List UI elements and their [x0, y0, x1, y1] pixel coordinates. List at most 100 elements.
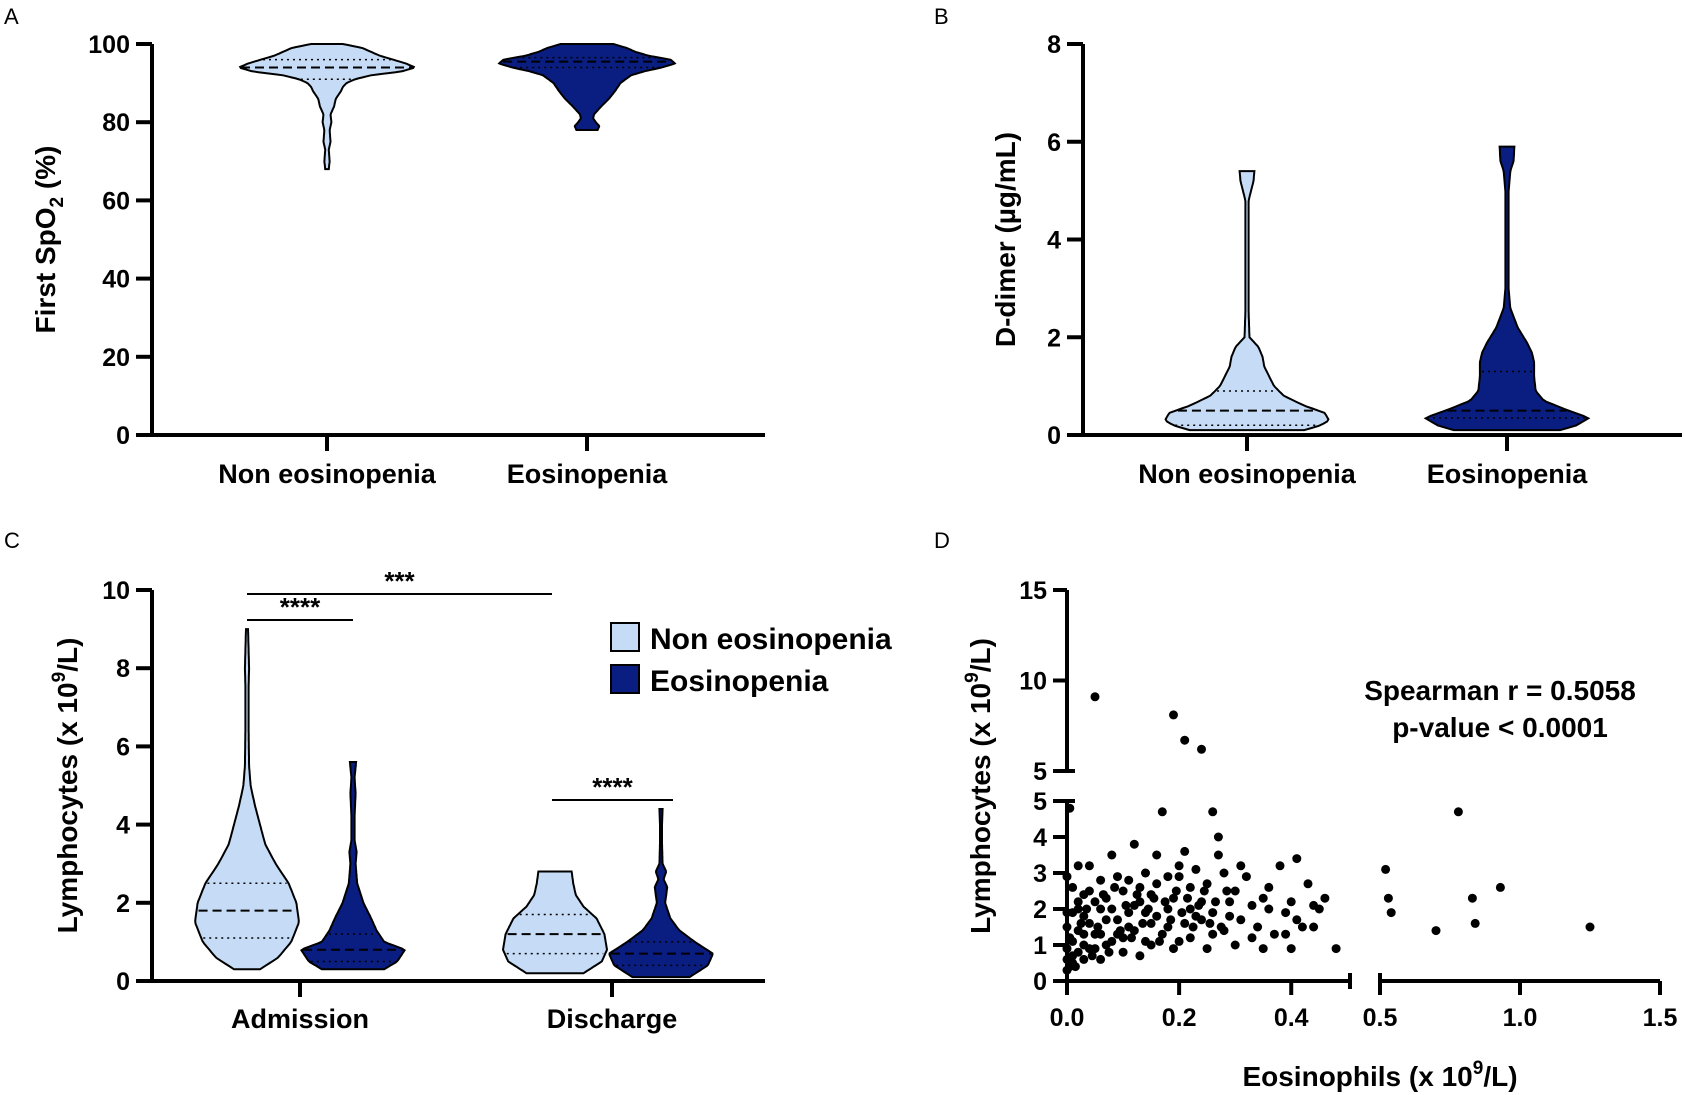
- significance-label: ****: [280, 592, 321, 622]
- scatter-point: [1213, 850, 1223, 860]
- scatter-point: [1258, 944, 1268, 954]
- scatter-point: [1166, 915, 1176, 925]
- y-tick-label: 4: [116, 812, 130, 840]
- scatter-point: [1062, 944, 1072, 954]
- scatter-point: [1093, 922, 1103, 932]
- legend-swatch: [610, 664, 640, 694]
- scatter-point: [1107, 904, 1117, 914]
- scatter-point: [1068, 908, 1078, 918]
- violin-non-eosinopenia: [1164, 170, 1330, 432]
- y-tick-label: 3: [1033, 860, 1047, 888]
- x-category-label: Admission: [231, 1004, 369, 1034]
- scatter-point: [1169, 710, 1178, 720]
- scatter-point: [1084, 944, 1094, 954]
- scatter-point: [1084, 861, 1094, 871]
- y-tick-label: 6: [1047, 129, 1061, 157]
- scatter-point: [1121, 900, 1131, 910]
- scatter-point: [1286, 944, 1296, 954]
- scatter-point: [1264, 904, 1274, 914]
- scatter-point: [1113, 915, 1122, 925]
- scatter-point: [1174, 936, 1184, 946]
- scatter-point: [1292, 854, 1302, 864]
- scatter-point: [1199, 886, 1209, 896]
- scatter-point: [1216, 922, 1226, 932]
- scatter-point: [1247, 900, 1257, 910]
- scatter-point: [1386, 908, 1396, 918]
- scatter-point: [1090, 897, 1100, 907]
- p-value: p-value < 0.0001: [1392, 712, 1608, 743]
- x-tick-label: 1.5: [1643, 1004, 1678, 1032]
- scatter-point: [1129, 839, 1139, 849]
- y-tick-label: 80: [102, 109, 130, 137]
- scatter-point: [1169, 944, 1178, 954]
- scatter-point: [1247, 933, 1257, 943]
- scatter-point: [1453, 807, 1463, 817]
- scatter-point: [1208, 807, 1218, 817]
- scatter-point: [1208, 908, 1218, 918]
- scatter-point: [1129, 926, 1139, 936]
- x-category-label: Eosinopenia: [507, 459, 669, 489]
- x-category-label: Non eosinopenia: [218, 459, 437, 489]
- scatter-point: [1236, 915, 1246, 925]
- panel-c-chart: 0 2 4 6 8 10 Lymphocytes (x 109/L) Admission Dis…: [49, 566, 892, 1034]
- y-tick-label: 6: [116, 733, 130, 761]
- y-tick-label: 4: [1047, 227, 1061, 255]
- scatter-point: [1197, 744, 1206, 754]
- scatter-point: [1101, 940, 1111, 950]
- significance-label: ****: [592, 772, 633, 802]
- scatter-point: [1152, 879, 1162, 889]
- scatter-point: [1194, 900, 1204, 910]
- scatter-point: [1470, 918, 1480, 928]
- scatter-point: [1431, 926, 1441, 936]
- scatter-point: [1169, 893, 1178, 903]
- scatter-point: [1157, 929, 1167, 939]
- scatter-point: [1495, 882, 1505, 892]
- scatter-point: [1205, 918, 1215, 928]
- scatter-point: [1065, 803, 1075, 813]
- scatter-point: [1124, 875, 1134, 885]
- x-axis-label: Eosinophils (x 109/L): [1242, 1058, 1517, 1092]
- significance-label: ***: [384, 566, 415, 596]
- scatter-point: [1258, 893, 1268, 903]
- scatter-point: [1157, 807, 1167, 817]
- x-tick-label: 0.4: [1274, 1004, 1309, 1032]
- scatter-point: [1163, 922, 1173, 932]
- scatter-point: [1185, 933, 1195, 943]
- legend-label: Eosinopenia: [650, 665, 829, 698]
- violin-eosinopenia: [1423, 145, 1591, 432]
- y-axis-label: First SpO2 (%): [30, 146, 68, 334]
- scatter-point: [1068, 882, 1078, 892]
- scatter-point: [1177, 908, 1187, 918]
- scatter-point: [1383, 893, 1393, 903]
- scatter-point: [1174, 872, 1184, 882]
- scatter-point: [1113, 872, 1122, 882]
- scatter-point: [1082, 904, 1092, 914]
- y-axis-label: D-dimer (µg/mL): [990, 132, 1021, 347]
- scatter-point: [1124, 908, 1134, 918]
- scatter-point: [1225, 897, 1235, 907]
- y-axis-label: Lymphocytes (x 109/L): [49, 638, 83, 934]
- scatter-point: [1281, 908, 1291, 918]
- violin-non-eosinopenia: [238, 43, 416, 171]
- scatter-point: [1185, 882, 1195, 892]
- scatter-point: [1174, 861, 1184, 871]
- x-tick-label: 0.2: [1162, 1004, 1197, 1032]
- scatter-point: [1084, 918, 1094, 928]
- scatter-point: [1084, 886, 1094, 896]
- panel-label-a: A: [4, 4, 19, 29]
- panel-b-chart: 0 2 4 6 8 D-dimer (µg/mL) Non eosinopenia Eosin…: [990, 31, 1682, 489]
- y-tick-label: 100: [88, 31, 130, 59]
- scatter-point: [1183, 893, 1192, 903]
- scatter-point: [1309, 922, 1319, 932]
- y-tick-label: 15: [1019, 577, 1047, 605]
- scatter-point: [1230, 886, 1240, 896]
- scatter-point: [1118, 886, 1128, 896]
- y-axis-label: Lymphocytes (x 109/L): [962, 638, 996, 934]
- y-tick-label: 20: [102, 344, 130, 372]
- legend-swatch: [610, 622, 640, 652]
- x-tick-label: 0.0: [1050, 1004, 1085, 1032]
- scatter-point: [1211, 897, 1220, 907]
- spearman-r: Spearman r = 0.5058: [1364, 675, 1636, 706]
- x-category-label: Discharge: [547, 1004, 678, 1034]
